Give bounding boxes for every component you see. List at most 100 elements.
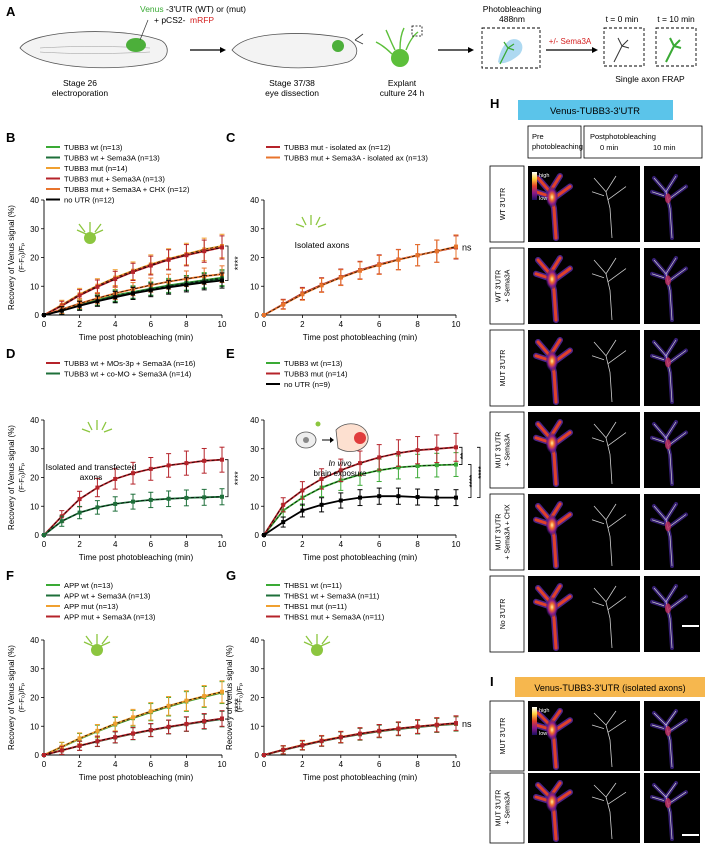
col-pre-label-2: photobleaching [532, 142, 583, 151]
x-axis-label: Time post photobleaching (min) [303, 553, 418, 562]
axon-outline [607, 268, 627, 283]
data-point [131, 715, 135, 720]
data-point [220, 494, 224, 499]
y-tick-label: 10 [30, 502, 39, 511]
axon-outline [653, 177, 667, 193]
axon-outline [607, 719, 627, 733]
h-row: No 3'UTR [489, 575, 700, 653]
data-point [148, 709, 153, 714]
data-point [95, 485, 100, 490]
data-point [202, 495, 207, 500]
sig-label: ** [459, 453, 468, 459]
panel-h-title-box [518, 100, 673, 120]
panel-letter-g: G [226, 568, 236, 583]
x-tick-label: 6 [377, 320, 382, 329]
growth-cone-hotspot [546, 791, 558, 812]
data-point [300, 488, 305, 493]
y-tick-label: 0 [255, 751, 260, 760]
y-tick-label: 30 [30, 225, 39, 234]
row-label: + Sema3A + CHX [505, 504, 512, 560]
panel-a-letter: A [6, 4, 16, 19]
sig-bracket [468, 464, 472, 499]
data-point [95, 284, 100, 289]
axon-outline [605, 175, 617, 193]
t10-label: t = 10 min [657, 14, 695, 24]
legend-entry: TUBB3 wt + MOs-3p + Sema3A (n=16) [64, 359, 196, 368]
axon-outline [605, 782, 617, 798]
micrograph-tile [584, 412, 640, 488]
data-point [281, 747, 286, 752]
x-tick-label: 8 [184, 760, 189, 769]
x-tick-label: 0 [262, 760, 267, 769]
recovery-spot [665, 357, 671, 368]
data-point [377, 262, 382, 267]
y-axis-label: Recovery of Venus signal (%) [7, 205, 16, 310]
data-point [184, 721, 189, 726]
data-point [166, 257, 171, 262]
y-tick-label: 30 [250, 445, 259, 454]
data-point [166, 496, 171, 501]
axon-branch-core [534, 795, 550, 803]
growth-cone-hotspot [546, 719, 558, 740]
data-point [377, 455, 382, 460]
panel-e-annotation: In vivo [328, 459, 352, 468]
y-tick-label: 0 [35, 751, 40, 760]
axon-outline [665, 339, 677, 356]
tadpole-stage37-illustration [231, 33, 364, 69]
y-tick-label: 40 [30, 636, 39, 645]
y-tick-label: 10 [250, 282, 259, 291]
explant-label: Explant [388, 78, 417, 88]
y-tick-label: 20 [250, 254, 259, 263]
explant-illustration [375, 25, 423, 67]
data-point [95, 728, 100, 733]
x-axis-label: Time post photobleaching (min) [79, 773, 194, 782]
data-point [202, 458, 207, 463]
data-point [166, 463, 171, 468]
legend-entry: APP wt + Sema3A (n=13) [64, 592, 151, 601]
x-tick-label: 4 [339, 320, 344, 329]
axon-outline [607, 350, 627, 365]
axon-outline [667, 268, 687, 283]
x-tick-label: 6 [149, 540, 154, 549]
data-point [113, 501, 118, 506]
stage1-sub: electroporation [52, 88, 109, 98]
data-point [358, 461, 362, 466]
legend-entry: TUBB3 mut + Sema3A + CHX (n=12) [64, 185, 190, 194]
row-label: MUT 3'UTR [496, 432, 503, 469]
panel-i-letter: I [490, 674, 494, 689]
growth-cone-hotspot [546, 187, 558, 208]
data-point [454, 721, 458, 726]
data-point [319, 502, 324, 507]
axon-outline [605, 191, 613, 239]
x-tick-label: 10 [452, 320, 461, 329]
x-tick-label: 6 [149, 760, 154, 769]
chart-panel-d: D TUBB3 wt + MOs-3p + Sema3A (n=16) TUBB3 … [6, 346, 243, 562]
axon-outline [605, 601, 613, 649]
col-post-label: Postphotobleaching [590, 132, 656, 141]
y-tick-label: 30 [250, 225, 259, 234]
legend-entry: APP wt (n=13) [64, 581, 114, 590]
x-tick-label: 6 [377, 760, 382, 769]
axon-outline [593, 177, 607, 193]
legend-entry: TUBB3 mut (n=14) [64, 164, 128, 173]
data-point [131, 471, 135, 476]
axon-outline [651, 601, 665, 607]
axon-outline [651, 519, 665, 525]
axon-branch-core [534, 272, 550, 280]
panel-letter-d: D [6, 346, 15, 361]
sig-label: **** [477, 466, 486, 478]
photobleach-box [481, 27, 541, 69]
axon-outline [591, 724, 605, 729]
micrograph-tile [584, 701, 640, 771]
y-tick-label: 0 [35, 531, 40, 540]
axon-outline [605, 710, 617, 726]
axon-outline [593, 423, 607, 439]
recovery-spot [665, 603, 671, 614]
x-tick-label: 2 [300, 540, 305, 549]
y-tick-label: 10 [250, 722, 259, 731]
recovery-spot [665, 275, 671, 286]
data-point [184, 253, 189, 258]
legend-entry: TUBB3 wt + Sema3A (n=13) [64, 154, 160, 163]
data-point [148, 727, 153, 732]
